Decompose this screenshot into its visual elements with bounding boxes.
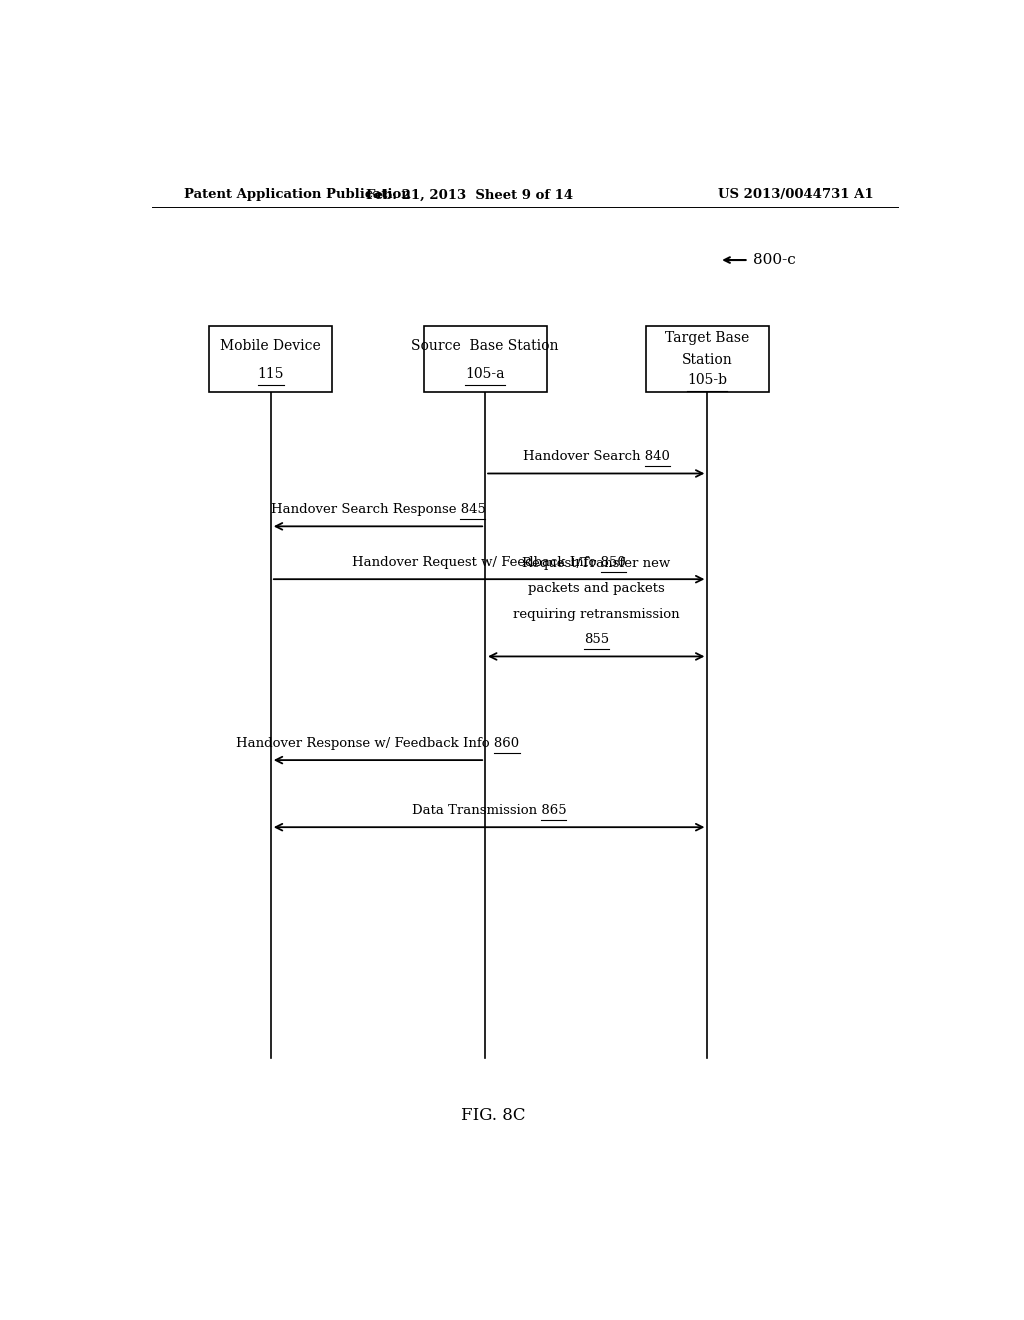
Text: Source  Base Station: Source Base Station xyxy=(412,339,559,352)
Text: Handover Search 840: Handover Search 840 xyxy=(523,450,670,463)
Text: requiring retransmission: requiring retransmission xyxy=(513,609,680,620)
Text: Feb. 21, 2013  Sheet 9 of 14: Feb. 21, 2013 Sheet 9 of 14 xyxy=(366,189,572,202)
Text: 865: 865 xyxy=(128,804,154,817)
Text: 850: 850 xyxy=(128,556,154,569)
Text: Handover Response w/ Feedback Info 860: Handover Response w/ Feedback Info 860 xyxy=(237,737,519,750)
Text: Data Transmission: Data Transmission xyxy=(424,804,554,817)
FancyBboxPatch shape xyxy=(209,326,333,392)
Text: packets and packets: packets and packets xyxy=(527,582,665,595)
Text: US 2013/0044731 A1: US 2013/0044731 A1 xyxy=(719,189,873,202)
Text: Handover Search Response 845: Handover Search Response 845 xyxy=(270,503,485,516)
Text: Handover Request w/ Feedback Info: Handover Request w/ Feedback Info xyxy=(365,556,613,569)
Text: Data Transmission 865: Data Transmission 865 xyxy=(412,804,566,817)
FancyBboxPatch shape xyxy=(646,326,769,392)
Text: Handover Response w/ Feedback Info: Handover Response w/ Feedback Info xyxy=(249,737,507,750)
Text: 105-a: 105-a xyxy=(465,367,505,380)
Text: Target Base: Target Base xyxy=(666,331,750,345)
FancyBboxPatch shape xyxy=(424,326,547,392)
Text: 115: 115 xyxy=(258,367,284,380)
Text: 840: 840 xyxy=(128,450,154,463)
Text: FIG. 8C: FIG. 8C xyxy=(461,1107,525,1125)
Text: 855: 855 xyxy=(128,634,154,647)
Text: Request/Transfer new: Request/Transfer new xyxy=(522,557,671,570)
Text: 105-b: 105-b xyxy=(687,374,727,387)
Text: 855: 855 xyxy=(584,634,609,647)
Text: 845: 845 xyxy=(128,503,154,516)
Text: 800-c: 800-c xyxy=(753,253,796,267)
Text: 860: 860 xyxy=(128,737,154,750)
Text: Mobile Device: Mobile Device xyxy=(220,339,322,352)
Text: Handover Search Response: Handover Search Response xyxy=(283,503,473,516)
Text: Handover Search: Handover Search xyxy=(536,450,657,463)
Text: Handover Request w/ Feedback Info 850: Handover Request w/ Feedback Info 850 xyxy=(352,556,626,569)
Text: Patent Application Publication: Patent Application Publication xyxy=(183,189,411,202)
Text: Station: Station xyxy=(682,354,733,367)
